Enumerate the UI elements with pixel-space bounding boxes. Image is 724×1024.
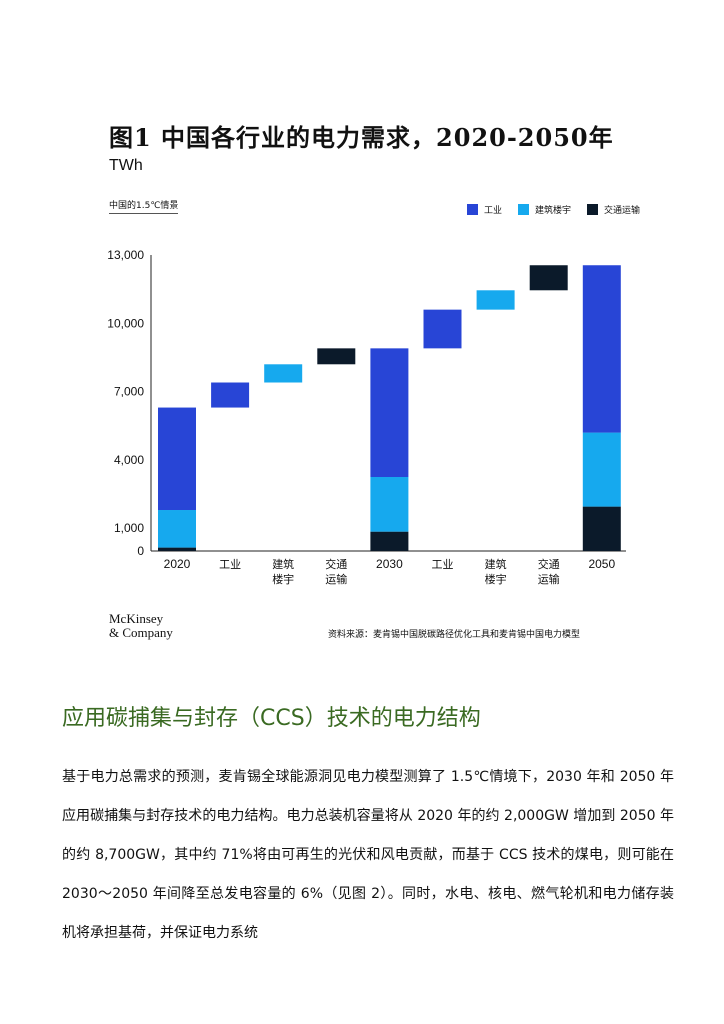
legend-label-industry: 工业 <box>483 206 502 216</box>
legend-item-buildings: 建筑楼宇 <box>517 203 571 216</box>
figure-title: 图1 中国各行业的电力需求，2020-2050年 <box>109 123 614 152</box>
mckinsey-logo: McKinsey & Company <box>109 612 173 640</box>
unit-label: TWh <box>109 157 143 174</box>
x-tick-label: 建筑楼宇 <box>485 557 507 586</box>
bar-segment <box>582 432 621 507</box>
x-tick-label: 交通运输 <box>538 557 560 586</box>
legend-swatch-industry <box>466 204 478 215</box>
legend-label-buildings: 建筑楼宇 <box>534 206 571 216</box>
bar-segment <box>370 348 409 477</box>
section-heading: 应用碳捕集与封存（CCS）技术的电力结构 <box>62 706 481 731</box>
x-tick-label: 交通运输 <box>325 557 347 586</box>
article-paragraph: 基于电力总需求的预测，麦肯锡全球能源洞见电力模型测算了 1.5℃情境下，2030… <box>62 769 674 941</box>
bar-segment <box>370 477 409 532</box>
source-note: 资料来源：麦肯锡中国脱碳路径优化工具和麦肯锡中国电力模型 <box>328 630 581 640</box>
brand-line-2: & Company <box>109 625 173 640</box>
bar-delta <box>264 364 303 383</box>
x-tick-label: 2030 <box>376 557 403 571</box>
legend-label-transport: 交通运输 <box>603 206 640 216</box>
x-tick-label: 工业 <box>219 558 241 571</box>
bar-segment <box>370 531 409 551</box>
bar-delta <box>423 309 462 349</box>
bar-delta <box>317 348 356 365</box>
legend-swatch-buildings <box>517 204 529 215</box>
brand-line-1: McKinsey <box>109 611 164 626</box>
y-tick-label: 0 <box>137 544 144 558</box>
y-tick-label: 10,000 <box>107 316 144 330</box>
x-tick-label: 建筑楼宇 <box>272 557 294 586</box>
bar-delta <box>476 290 515 310</box>
bar-segment <box>158 407 196 511</box>
bar-segment <box>582 506 621 551</box>
bar-delta <box>211 382 250 408</box>
y-tick-label: 7,000 <box>114 385 144 399</box>
bar-segment <box>582 265 621 433</box>
x-tick-label: 2020 <box>164 557 191 571</box>
legend-swatch-transport <box>586 204 598 215</box>
legend-item-transport: 交通运输 <box>586 203 640 216</box>
bar-segment <box>158 547 196 551</box>
x-tick-label: 2050 <box>588 557 615 571</box>
legend: 工业 建筑楼宇 交通运输 <box>466 203 640 216</box>
y-tick-label: 1,000 <box>114 521 144 535</box>
scenario-label: 中国的1.5℃情景 <box>109 198 179 214</box>
waterfall-chart: 0 1,000 4,000 7,000 10,000 13,000 2020 工业 建筑楼宇 交通… <box>107 248 626 586</box>
x-tick-label: 工业 <box>432 558 454 571</box>
legend-item-industry: 工业 <box>466 203 502 216</box>
bar-delta <box>529 265 568 291</box>
y-tick-label: 4,000 <box>114 453 144 467</box>
y-tick-label: 13,000 <box>107 248 144 262</box>
bar-segment <box>158 510 196 548</box>
